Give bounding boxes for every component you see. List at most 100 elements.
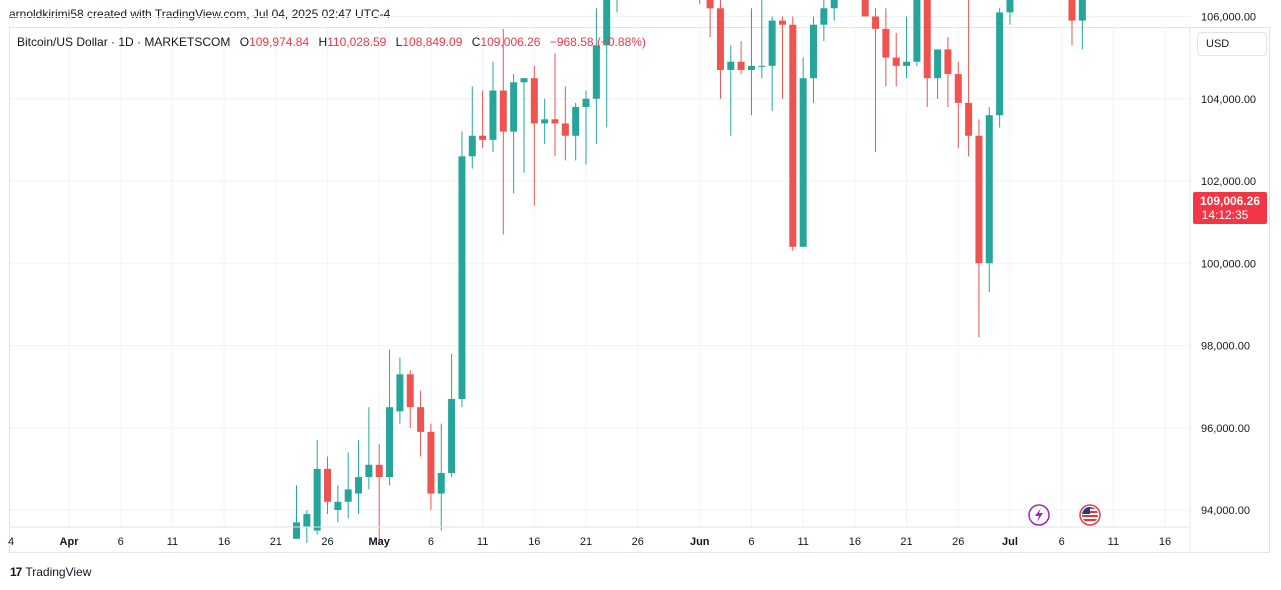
y-tick-label: 102,000.00 — [1201, 176, 1256, 188]
chart-frame[interactable] — [9, 27, 1270, 553]
candle — [520, 78, 528, 173]
lightning-icon[interactable] — [1028, 504, 1050, 526]
candle-body — [727, 61, 735, 70]
candle — [427, 423, 435, 510]
candle-body — [944, 49, 952, 75]
candle — [903, 16, 911, 79]
close-label: C — [471, 35, 481, 49]
grid-layer — [10, 16, 1190, 527]
x-tick-label: 11 — [797, 536, 808, 548]
tradingview-logo[interactable]: 17 TradingView — [10, 565, 91, 579]
candle-body — [489, 90, 497, 140]
candle — [799, 57, 807, 247]
candle — [944, 37, 952, 107]
us-flag-icon[interactable] — [1079, 504, 1101, 526]
x-tick-label: 21 — [900, 536, 912, 548]
candle-body — [737, 61, 745, 70]
candle-body — [468, 135, 476, 157]
candle-body — [706, 0, 714, 9]
time-axis[interactable]: 4 Apr 6 11 16 21 26 May 6 11 16 21 26 Jun 6 11 16 21 26 Jul… — [8, 536, 1171, 548]
candle-body — [954, 74, 962, 103]
candle-body — [820, 8, 828, 25]
candle — [479, 90, 487, 149]
y-tick-label: 106,000.00 — [1201, 12, 1256, 24]
candle — [861, 0, 869, 17]
x-tick-label: 16 — [1159, 536, 1171, 548]
candle-body — [520, 78, 528, 83]
candle — [923, 0, 931, 107]
candle-body — [386, 407, 394, 478]
candle-body — [334, 501, 342, 510]
y-tick-label: 96,000.00 — [1201, 423, 1250, 435]
currency-button[interactable]: USD — [1197, 32, 1267, 56]
y-tick-label: 94,000.00 — [1201, 505, 1250, 517]
candle — [1078, 0, 1086, 50]
candle — [975, 119, 983, 338]
candle — [437, 423, 445, 531]
candle-body — [313, 468, 321, 531]
candle-body — [293, 522, 300, 539]
candle-body — [303, 514, 311, 527]
candle — [375, 444, 383, 543]
candle — [810, 16, 817, 103]
candle — [303, 510, 311, 543]
candle-body — [561, 123, 569, 136]
candle — [616, 0, 618, 13]
open-value: 109,974.84 — [249, 35, 310, 49]
x-tick-label: 16 — [528, 536, 540, 548]
candle-body — [510, 82, 518, 132]
candle — [468, 86, 476, 169]
candle — [706, 0, 714, 38]
candle — [934, 49, 942, 99]
candle — [561, 86, 569, 161]
x-tick-label: 26 — [321, 536, 333, 548]
x-tick-label: 21 — [270, 536, 282, 548]
x-tick-label: 4 — [8, 536, 14, 548]
x-tick-label: Jul — [1002, 536, 1018, 548]
candle — [592, 8, 600, 144]
candle-body — [975, 135, 983, 264]
candle-body — [872, 16, 880, 29]
x-tick-label: 21 — [580, 536, 592, 548]
candle-body — [499, 90, 507, 132]
price-tag-box — [1193, 192, 1267, 224]
candle-body — [479, 135, 487, 140]
candle — [448, 353, 456, 478]
candle-body — [551, 119, 559, 124]
candle — [768, 16, 776, 112]
candle — [985, 106, 993, 293]
price-axis[interactable]: 94,000.00 96,000.00 98,000.00 100,000.00 102… — [1201, 0, 1256, 518]
candle-body — [768, 20, 776, 66]
candle-body — [758, 65, 766, 67]
x-tick-label: Jun — [690, 536, 710, 548]
candle — [996, 8, 1004, 128]
x-tick-label: 16 — [218, 536, 230, 548]
x-tick-label: 6 — [428, 536, 434, 548]
candle — [510, 74, 518, 194]
y-tick-label: 100,000.00 — [1201, 258, 1256, 270]
candle — [334, 485, 342, 523]
low-label: L — [395, 35, 403, 49]
candle — [324, 456, 332, 515]
candle-body — [437, 472, 445, 494]
x-tick-label: 6 — [748, 536, 754, 548]
candle — [699, 0, 701, 5]
high-value: 110,028.59 — [327, 35, 387, 49]
candle-body — [778, 20, 786, 25]
candle — [551, 53, 559, 157]
candle — [872, 8, 880, 153]
candle — [582, 90, 590, 165]
candle — [913, 0, 921, 66]
candle — [789, 16, 797, 251]
x-tick-label: 6 — [1059, 536, 1065, 548]
y-tick-label: 104,000.00 — [1201, 94, 1256, 106]
candle-body — [572, 106, 580, 136]
candle-body — [892, 57, 900, 66]
candle — [541, 98, 549, 144]
candle — [758, 0, 766, 79]
candle-body — [458, 156, 466, 399]
high-label: H — [318, 35, 328, 49]
candle-body — [592, 45, 600, 99]
x-tick-label: 26 — [632, 536, 644, 548]
